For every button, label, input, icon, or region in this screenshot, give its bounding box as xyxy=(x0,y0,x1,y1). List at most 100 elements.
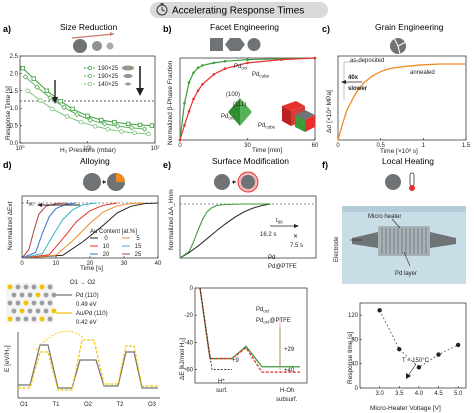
atom xyxy=(7,316,13,322)
atom xyxy=(23,284,29,290)
crystal-label-pdcube: Pdcube xyxy=(258,123,276,130)
x-tick-label: T2 xyxy=(116,402,124,408)
x-tick-label: 10 xyxy=(53,261,60,267)
series-line xyxy=(21,202,145,259)
x-tick-label: 3.0 xyxy=(375,391,384,397)
atom xyxy=(51,308,57,314)
atom xyxy=(19,308,25,314)
x-tick-label: 10⁰ xyxy=(15,145,25,152)
speedup-word: slower xyxy=(348,86,368,92)
temperature-label: T ≈ 150°C xyxy=(402,358,430,364)
atom xyxy=(39,300,45,306)
x-tick-label: 0.5 xyxy=(376,143,385,149)
panel-e-lower-frame xyxy=(194,287,308,384)
down-arrow-icon xyxy=(52,66,144,104)
panel-e-title: Surface Modification xyxy=(212,156,289,166)
atom xyxy=(31,300,37,306)
atom xyxy=(11,308,17,314)
face-100-label: (100) xyxy=(226,92,240,98)
x-tick-label: 10¹ xyxy=(83,146,92,152)
x-tick-label: 4.0 xyxy=(415,391,424,397)
data-point xyxy=(58,99,63,104)
series-line xyxy=(21,202,159,259)
x-tick-label: 1 xyxy=(422,143,426,149)
legend-entry: 25 xyxy=(135,252,142,258)
data-point xyxy=(212,73,216,76)
data-point xyxy=(61,104,67,111)
legend-pd110: Pd (110) xyxy=(76,293,99,299)
data-point xyxy=(85,113,90,119)
atom xyxy=(23,300,29,306)
y-tick-label: 0 xyxy=(190,286,194,292)
data-point xyxy=(114,123,121,130)
data-point xyxy=(105,126,111,132)
legend-entry: 0 xyxy=(104,236,108,242)
facet-icon xyxy=(210,38,261,51)
barrier-aupd: 0.42 eV xyxy=(76,320,97,326)
panel-b-frame xyxy=(179,57,316,141)
x-tick-label: 60 xyxy=(312,143,319,149)
data-point xyxy=(125,121,131,127)
series-line xyxy=(179,57,316,141)
x-tick-label: 20 xyxy=(87,261,94,267)
legend-title: Au Content [at.%] xyxy=(90,229,137,235)
ptfe-time: 7.5 s xyxy=(290,243,303,249)
panel-a-xlabel: H₂ Pressure (mbar) xyxy=(60,147,116,154)
atom xyxy=(39,284,45,290)
atom xyxy=(51,292,57,298)
atom xyxy=(35,308,41,314)
atom xyxy=(31,316,37,322)
particle-shape xyxy=(123,74,133,78)
x-tick-label: O2 xyxy=(84,402,93,408)
size-icon xyxy=(71,32,115,53)
atom xyxy=(27,308,33,314)
data-point xyxy=(34,84,40,91)
y-tick-label: -40 xyxy=(184,340,193,346)
atom xyxy=(43,292,49,298)
data-point xyxy=(49,106,55,112)
y-tick-label: 80 xyxy=(351,337,358,343)
panel-a-title: Size Reduction xyxy=(60,22,117,32)
legend-entry: 10 xyxy=(103,244,110,250)
trend-line xyxy=(379,310,459,368)
data-point xyxy=(149,123,155,128)
data-point xyxy=(223,67,227,70)
truncated-crystal xyxy=(295,110,315,132)
atom xyxy=(27,292,33,298)
banner-title: Accelerating Response Times xyxy=(172,6,304,17)
panel-e-frame xyxy=(179,195,317,259)
data-point xyxy=(201,82,204,86)
t90-label: t90 xyxy=(27,200,34,207)
series-line xyxy=(179,203,271,259)
legend-pdoct: Pdoct xyxy=(256,307,270,314)
data-point xyxy=(223,59,227,63)
annealed-label: annealed xyxy=(410,70,435,76)
panel-c-label: c) xyxy=(322,24,330,34)
panel-b-chart: 0 30 60 Time [min] Normalized β-Phase Frac… xyxy=(167,56,319,154)
data-point xyxy=(212,61,216,65)
panel-c-ylabel: Δσ [×10⁴ MPa] xyxy=(326,90,333,133)
data-point xyxy=(20,65,25,71)
crystal-label-pdoct: Pdoct xyxy=(221,114,235,121)
subsurf-label: subsurf. xyxy=(276,397,298,403)
data-point xyxy=(455,342,461,348)
data-point xyxy=(137,122,143,128)
x-tick-label: 5.0 xyxy=(454,391,463,397)
pd-energy-line xyxy=(18,344,158,389)
atom xyxy=(11,292,17,298)
crystal-lattice-image xyxy=(6,283,57,323)
aupd-energy-line xyxy=(18,339,158,391)
x-tick-label: 4.5 xyxy=(434,391,443,397)
energy-plus29: +29 xyxy=(284,347,295,353)
legend-entry: 140×25 xyxy=(98,82,119,88)
panel-a-ylabel: Response Time [s] xyxy=(5,86,12,140)
series-line xyxy=(337,63,466,141)
panel-d-ylabel: Normalized ΔExt xyxy=(7,201,14,250)
atom xyxy=(39,316,45,322)
data-point xyxy=(64,114,70,119)
legend-pdptfe: Pd@PTFE xyxy=(268,264,297,270)
data-point xyxy=(187,110,191,113)
x-tick-label: 0 xyxy=(20,261,24,267)
panel-f-frame xyxy=(359,302,467,389)
